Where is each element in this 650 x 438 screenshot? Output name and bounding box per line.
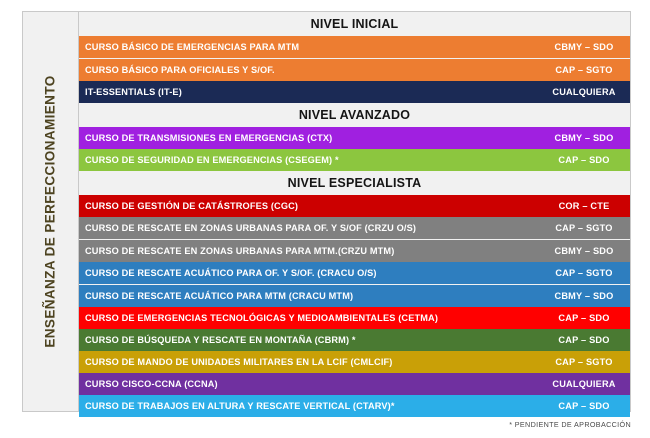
- section-title: NIVEL ESPECIALISTA: [287, 176, 422, 190]
- table-row[interactable]: IT-ESSENTIALS (IT-E) CUALQUIERA: [79, 81, 630, 103]
- course-name-cell: IT-ESSENTIALS (IT-E): [79, 81, 538, 103]
- table-row[interactable]: CURSO DE SEGURIDAD EN EMERGENCIAS (CSEGE…: [79, 149, 630, 171]
- table-row[interactable]: CURSO DE RESCATE EN ZONAS URBANAS PARA M…: [79, 240, 630, 262]
- course-name-cell: CURSO DE TRABAJOS EN ALTURA Y RESCATE VE…: [79, 395, 538, 417]
- course-rank-cell: CUALQUIERA: [538, 81, 630, 103]
- section-title: NIVEL AVANZADO: [298, 108, 411, 122]
- section-header-nivel-avanzado: NIVEL AVANZADO: [79, 103, 630, 127]
- table-row[interactable]: CURSO DE TRABAJOS EN ALTURA Y RESCATE VE…: [79, 395, 630, 417]
- course-name-cell: CURSO DE MANDO DE UNIDADES MILITARES EN …: [79, 351, 538, 373]
- course-rank-cell: CBMY – SDO: [538, 36, 630, 58]
- course-name-cell: CURSO DE TRANSMISIONES EN EMERGENCIAS (C…: [79, 127, 538, 149]
- training-levels-table: ENSEÑANZA DE PERFECCIONAMIENTO NIVEL INI…: [22, 11, 631, 417]
- course-name-cell: CURSO CISCO-CCNA (CCNA): [79, 373, 538, 395]
- course-name-cell: CURSO DE SEGURIDAD EN EMERGENCIAS (CSEGE…: [79, 149, 538, 171]
- course-rank-cell: CAP – SDO: [538, 149, 630, 171]
- table-row[interactable]: CURSO DE MANDO DE UNIDADES MILITARES EN …: [79, 351, 630, 373]
- table-row[interactable]: CURSO DE RESCATE ACUÁTICO PARA MTM (CRAC…: [79, 285, 630, 307]
- footnote-pending-approval: * PENDIENTE DE APROBACCIÓN: [509, 420, 631, 429]
- table-row[interactable]: CURSO BÁSICO DE EMERGENCIAS PARA MTM CBMY…: [79, 36, 630, 58]
- course-name-cell: CURSO BÁSICO PARA OFICIALES Y S/OF.: [79, 59, 538, 81]
- table-row[interactable]: CURSO CISCO-CCNA (CCNA) CUALQUIERA: [79, 373, 630, 395]
- course-name-cell: CURSO DE GESTIÓN DE CATÁSTROFES (CGC): [79, 195, 538, 217]
- table-row[interactable]: CURSO BÁSICO PARA OFICIALES Y S/OF. CAP –…: [79, 59, 630, 81]
- course-name-cell: CURSO DE EMERGENCIAS TECNOLÓGICAS Y MEDI…: [79, 307, 538, 329]
- course-rank-cell: CAP – SDO: [538, 329, 630, 351]
- course-rank-cell: COR – CTE: [538, 195, 630, 217]
- table-row[interactable]: CURSO DE RESCATE ACUÁTICO PARA OF. Y S/O…: [79, 262, 630, 284]
- course-name-cell: CURSO DE RESCATE ACUÁTICO PARA MTM (CRAC…: [79, 285, 538, 307]
- course-rank-cell: CAP – SGTO: [538, 217, 630, 239]
- course-rank-cell: CBMY – SDO: [538, 240, 630, 262]
- course-rank-cell: CAP – SGTO: [538, 351, 630, 373]
- table-row[interactable]: CURSO DE EMERGENCIAS TECNOLÓGICAS Y MEDI…: [79, 307, 630, 329]
- course-name-cell: CURSO DE RESCATE EN ZONAS URBANAS PARA M…: [79, 240, 538, 262]
- course-name-cell: CURSO DE BÚSQUEDA Y RESCATE EN MONTAÑA (…: [79, 329, 538, 351]
- course-rank-cell: CAP – SGTO: [538, 262, 630, 284]
- course-rank-cell: CBMY – SDO: [538, 285, 630, 307]
- table-row[interactable]: CURSO DE BÚSQUEDA Y RESCATE EN MONTAÑA (…: [79, 329, 630, 351]
- section-header-nivel-inicial: NIVEL INICIAL: [79, 12, 630, 36]
- sidebar-vertical-label: ENSEÑANZA DE PERFECCIONAMIENTO: [43, 75, 58, 348]
- table-body: NIVEL INICIAL CURSO BÁSICO DE EMERGENCIAS…: [79, 12, 630, 417]
- table-row[interactable]: CURSO DE RESCATE EN ZONAS URBANAS PARA O…: [79, 217, 630, 239]
- table-row[interactable]: CURSO DE TRANSMISIONES EN EMERGENCIAS (C…: [79, 127, 630, 149]
- course-rank-cell: CBMY – SDO: [538, 127, 630, 149]
- course-name-cell: CURSO BÁSICO DE EMERGENCIAS PARA MTM: [79, 36, 538, 58]
- course-name-cell: CURSO DE RESCATE EN ZONAS URBANAS PARA O…: [79, 217, 538, 239]
- course-rank-cell: CUALQUIERA: [538, 373, 630, 395]
- course-rank-cell: CAP – SDO: [538, 395, 630, 417]
- course-name-cell: CURSO DE RESCATE ACUÁTICO PARA OF. Y S/O…: [79, 262, 538, 284]
- course-rank-cell: CAP – SDO: [538, 307, 630, 329]
- section-header-nivel-especialista: NIVEL ESPECIALISTA: [79, 171, 630, 195]
- table-row[interactable]: CURSO DE GESTIÓN DE CATÁSTROFES (CGC) COR…: [79, 195, 630, 217]
- sidebar-vertical-header: ENSEÑANZA DE PERFECCIONAMIENTO: [23, 12, 79, 411]
- course-rank-cell: CAP – SGTO: [538, 59, 630, 81]
- section-title: NIVEL INICIAL: [310, 17, 399, 31]
